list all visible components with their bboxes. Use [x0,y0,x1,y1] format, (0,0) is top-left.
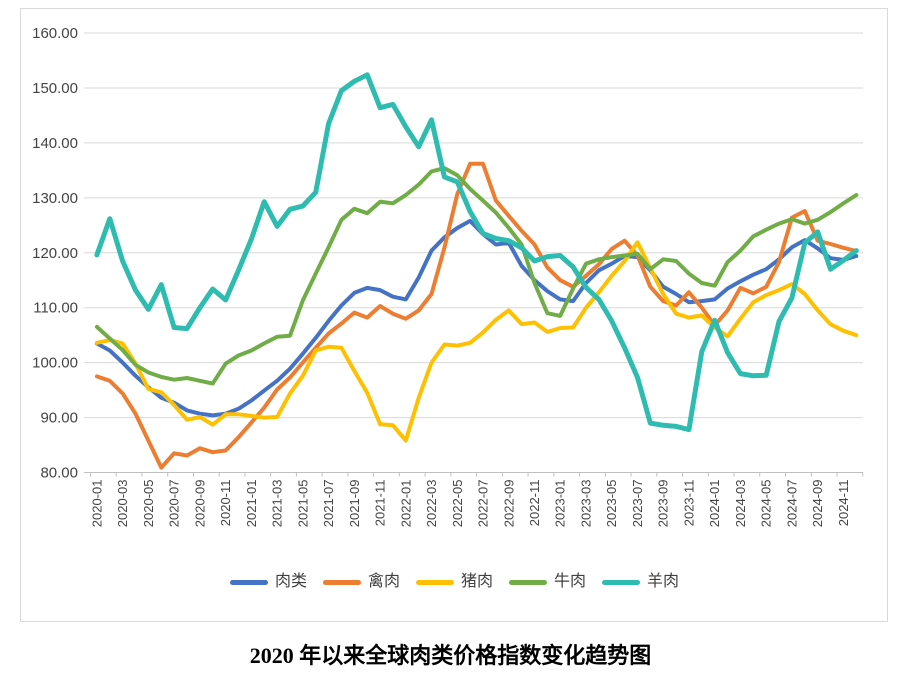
x-tick-label: 2020-07 [167,480,182,528]
legend-label-poultry: 禽肉 [367,573,400,590]
x-tick-label: 2020-03 [115,480,130,528]
x-tick-label: 2022-03 [424,480,439,528]
x-tick-label: 2024-07 [784,480,799,528]
legend-swatch-pork [415,579,454,585]
x-tick-label: 2021-01 [244,480,259,528]
x-tick-label: 2021-03 [270,480,285,528]
legend-item-pork: 猪肉 [410,574,499,590]
y-tick-label: 120.00 [32,245,78,262]
x-tick-label: 2023-05 [604,480,619,528]
x-tick-label: 2022-07 [476,480,491,528]
x-tick-label: 2022-11 [527,480,542,527]
y-tick-label: 110.00 [33,300,78,317]
x-tick-label: 2023-11 [681,480,696,527]
series-line-poultry [94,161,859,470]
y-tick-label: 160.00 [32,25,78,42]
y-tick-label: 150.00 [32,80,78,97]
x-tick-label: 2020-09 [192,480,207,528]
x-tick-label: 2021-11 [373,480,388,527]
legend-swatch-meat [229,579,268,585]
legend-label-meat: 肉类 [274,573,307,590]
y-tick-label: 130.00 [32,190,78,207]
legend-swatch-mutton [602,579,641,585]
y-tick-label: 140.00 [32,135,78,152]
legend-swatch-poultry [322,579,361,585]
x-tick-label: 2022-09 [501,480,516,528]
x-tick-label: 2020-01 [89,480,104,528]
x-tick-label: 2021-09 [347,480,362,528]
x-axis-labels: 2020-01 2020-03 2020-05 2020-07 2020-09 2020-… [89,480,850,528]
chart-legend: 肉类 禽肉 猪肉 牛肉 羊肉 [21,574,888,590]
y-tick-label: 90.00 [40,410,78,427]
series-line-pork [94,240,859,443]
x-axis-ticks [89,472,864,477]
legend-label-beef: 牛肉 [554,573,587,590]
legend-label-mutton: 羊肉 [647,573,680,590]
x-tick-label: 2024-05 [759,480,774,528]
series-line-beef [94,166,859,386]
legend-item-mutton: 羊肉 [596,574,685,590]
x-tick-label: 2022-01 [398,480,413,528]
x-tick-label: 2023-07 [630,480,645,528]
x-tick-label: 2024-09 [810,480,825,528]
x-tick-label: 2021-07 [321,480,336,528]
x-tick-label: 2023-03 [578,480,593,528]
x-tick-label: 2020-05 [141,480,156,528]
x-tick-label: 2024-03 [733,480,748,528]
x-tick-label: 2024-11 [836,480,851,527]
series-line-mutton [94,72,859,433]
y-tick-label: 80.00 [40,465,78,482]
legend-item-poultry: 禽肉 [317,574,406,590]
chart-title: 2020 年以来全球肉类价格指数变化趋势图 [249,643,652,668]
x-tick-label: 2023-01 [553,480,568,528]
legend-label-pork: 猪肉 [460,573,493,590]
x-tick-label: 2020-11 [218,480,233,527]
y-tick-label: 100.00 [32,355,78,372]
y-axis-labels: 80.00 90.00 100.00 110.00 120.00 130.00 140.00… [32,25,78,482]
legend-swatch-beef [509,579,547,585]
legend-item-beef: 牛肉 [503,574,592,590]
x-tick-label: 2024-01 [707,480,722,528]
legend-item-meat: 肉类 [224,574,313,590]
x-tick-label: 2023-09 [656,480,671,528]
x-tick-label: 2021-05 [295,480,310,528]
x-tick-label: 2022-05 [450,480,465,528]
